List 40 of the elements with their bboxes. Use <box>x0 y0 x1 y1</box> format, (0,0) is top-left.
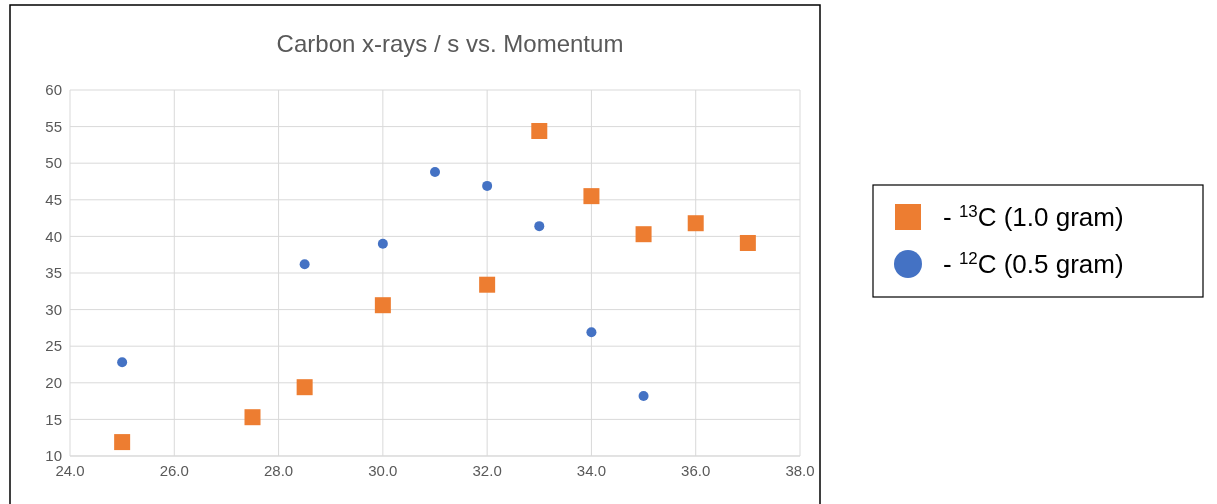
point <box>534 221 545 232</box>
x-tick-label: 26.0 <box>159 462 189 479</box>
point <box>687 215 704 232</box>
point <box>374 297 391 314</box>
point <box>296 379 313 396</box>
x-tick-label: 34.0 <box>576 462 607 479</box>
x-tick-label: 30.0 <box>368 462 398 479</box>
point <box>117 357 128 368</box>
point <box>299 259 310 270</box>
x-tick-label: 36.0 <box>681 462 711 479</box>
y-tick-label: 45 <box>45 191 62 209</box>
x-tick-label: 24.0 <box>55 462 85 479</box>
y-tick-label: 20 <box>45 374 62 392</box>
y-tick-label: 25 <box>45 337 62 355</box>
point <box>377 238 388 249</box>
y-tick-label: 15 <box>45 410 62 428</box>
point <box>430 166 440 177</box>
y-tick-label: 35 <box>45 264 62 282</box>
chart-title: Carbon x-rays / s vs. Momentum <box>276 30 624 57</box>
point <box>739 234 756 251</box>
point <box>638 390 649 401</box>
y-tick-label: 10 <box>45 447 62 465</box>
y-tick-label: 60 <box>45 81 62 99</box>
point <box>244 409 261 426</box>
point <box>114 434 131 451</box>
x-tick-label: 38.0 <box>785 462 815 479</box>
legend-label: - $^{12}$C (0.5 gram) <box>943 248 1124 280</box>
y-tick-label: 55 <box>45 117 62 135</box>
x-tick-label: 32.0 <box>472 462 502 479</box>
point <box>531 122 548 139</box>
point <box>635 226 652 243</box>
x-tick-label: 28.0 <box>263 462 294 479</box>
point <box>482 180 493 191</box>
y-tick-label: 40 <box>45 227 62 245</box>
point <box>479 276 496 293</box>
y-tick-label: 30 <box>45 300 62 318</box>
point <box>586 327 597 338</box>
y-tick-label: 50 <box>45 154 62 172</box>
legend-label: - $^{13}$C (1.0 gram) <box>943 201 1124 233</box>
point <box>583 188 600 205</box>
